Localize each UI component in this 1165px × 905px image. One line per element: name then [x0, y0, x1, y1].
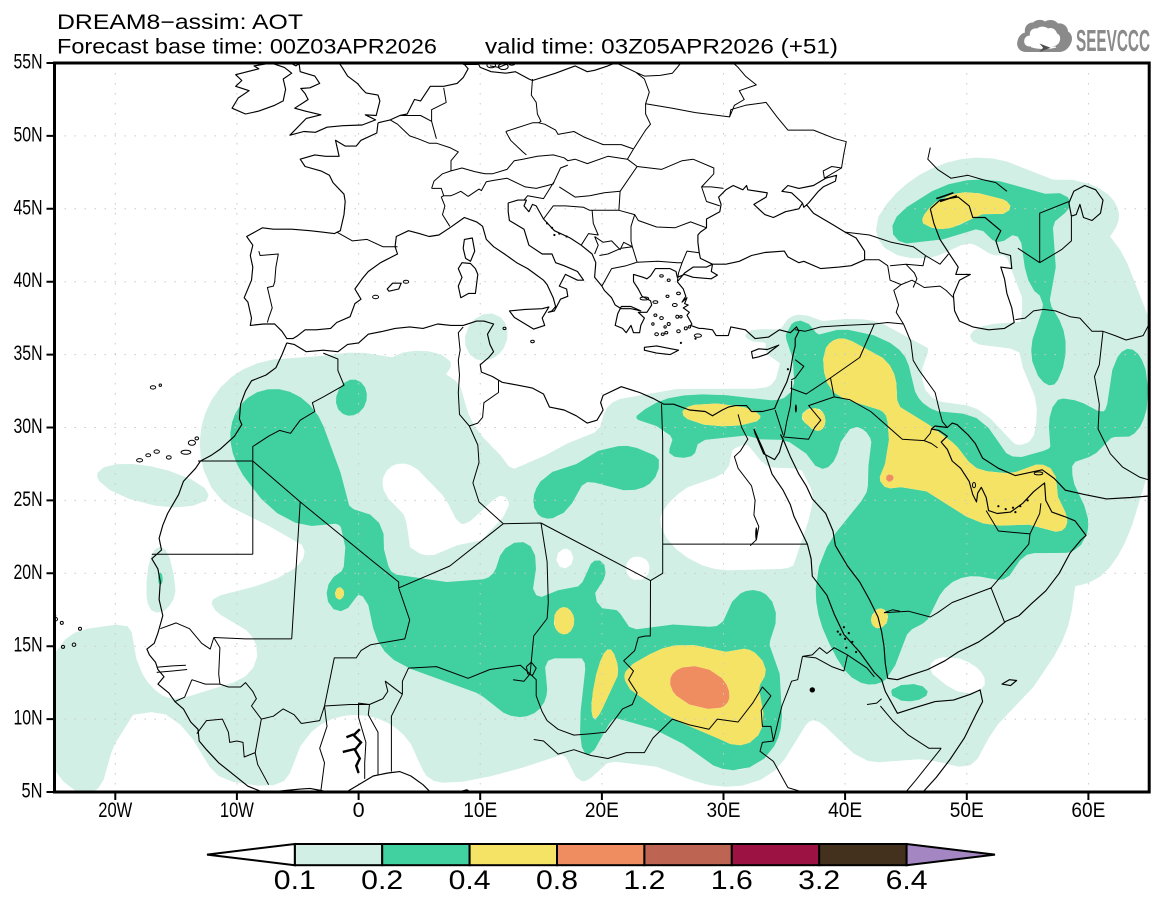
svg-text:1.2: 1.2 — [623, 865, 665, 895]
svg-text:0.8: 0.8 — [536, 865, 578, 895]
svg-text:10W: 10W — [220, 799, 254, 822]
svg-text:valid time: 03Z05APR2026 (+51): valid time: 03Z05APR2026 (+51) — [485, 36, 838, 59]
svg-text:50E: 50E — [950, 799, 984, 822]
svg-text:10N: 10N — [14, 707, 43, 730]
svg-text:50N: 50N — [14, 123, 43, 146]
svg-text:20N: 20N — [14, 561, 43, 584]
svg-text:10E: 10E — [463, 799, 497, 822]
svg-text:40E: 40E — [828, 799, 862, 822]
svg-text:40N: 40N — [14, 269, 43, 292]
svg-text:0.4: 0.4 — [449, 865, 491, 895]
svg-text:25N: 25N — [14, 488, 43, 511]
svg-text:0: 0 — [353, 799, 365, 822]
svg-text:60E: 60E — [1071, 799, 1105, 822]
svg-text:15N: 15N — [14, 634, 43, 657]
svg-text:Forecast base time: 00Z03APR20: Forecast base time: 00Z03APR2026 — [57, 36, 437, 59]
svg-text:55N: 55N — [14, 51, 43, 74]
svg-text:SEEVCCC: SEEVCCC — [1076, 23, 1150, 58]
svg-text:0.1: 0.1 — [274, 865, 316, 895]
svg-text:0.2: 0.2 — [361, 865, 403, 895]
svg-text:20E: 20E — [585, 799, 619, 822]
svg-text:1.6: 1.6 — [711, 865, 753, 895]
svg-text:45N: 45N — [14, 196, 43, 219]
svg-text:20W: 20W — [98, 799, 132, 822]
svg-text:30E: 30E — [707, 799, 741, 822]
svg-text:3.2: 3.2 — [798, 865, 840, 895]
svg-text:6.4: 6.4 — [886, 865, 928, 895]
svg-text:DREAM8−assim: AOT: DREAM8−assim: AOT — [57, 11, 303, 34]
svg-text:35N: 35N — [14, 342, 43, 365]
svg-text:5N: 5N — [22, 780, 43, 803]
svg-text:30N: 30N — [14, 415, 43, 438]
